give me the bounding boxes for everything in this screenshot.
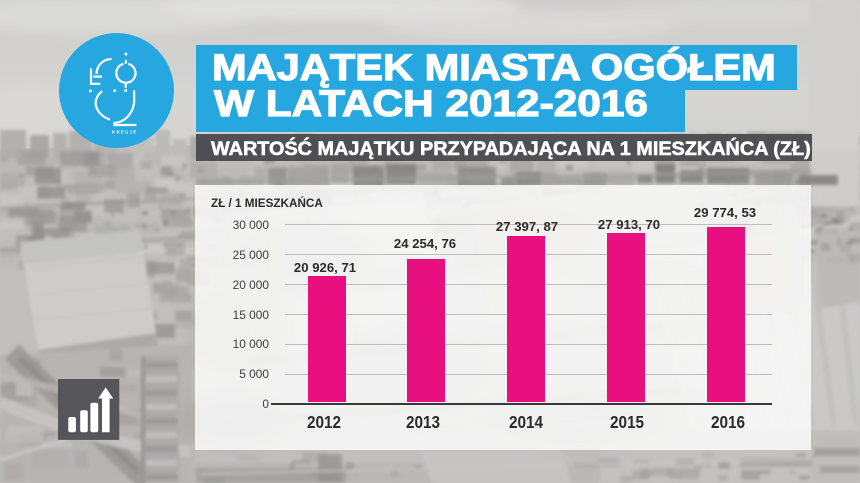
svg-text:KREUJE: KREUJE [112,129,138,134]
